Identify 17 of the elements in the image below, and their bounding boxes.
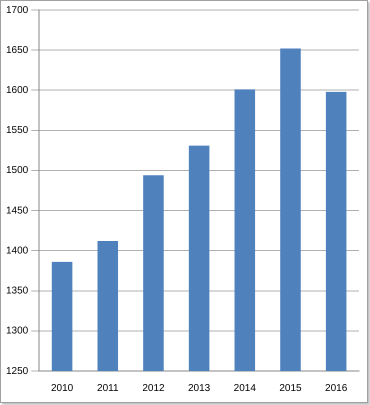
x-tick-label: 2011: [97, 382, 119, 394]
x-tick-label: 2014: [234, 382, 256, 394]
y-tick-label: 1650: [6, 44, 29, 56]
x-tick-label: 2010: [50, 382, 74, 394]
y-tick-label: 1350: [6, 286, 29, 297]
y-tick-label: 1600: [6, 84, 29, 96]
x-tick-label: 2015: [279, 382, 302, 394]
y-tick-label: 1400: [6, 245, 29, 256]
y-tick-label: 1500: [6, 165, 29, 176]
y-tick-label: 1700: [6, 4, 29, 16]
x-tick-label: 2013: [188, 382, 211, 394]
y-tick-label: 1450: [6, 205, 29, 216]
x-tick-label: 2016: [325, 382, 348, 394]
x-tick-label: 2012: [142, 382, 166, 394]
y-tick-label: 1300: [6, 326, 29, 337]
y-tick-label: 1250: [6, 366, 29, 377]
y-tick-label: 1550: [6, 125, 29, 136]
